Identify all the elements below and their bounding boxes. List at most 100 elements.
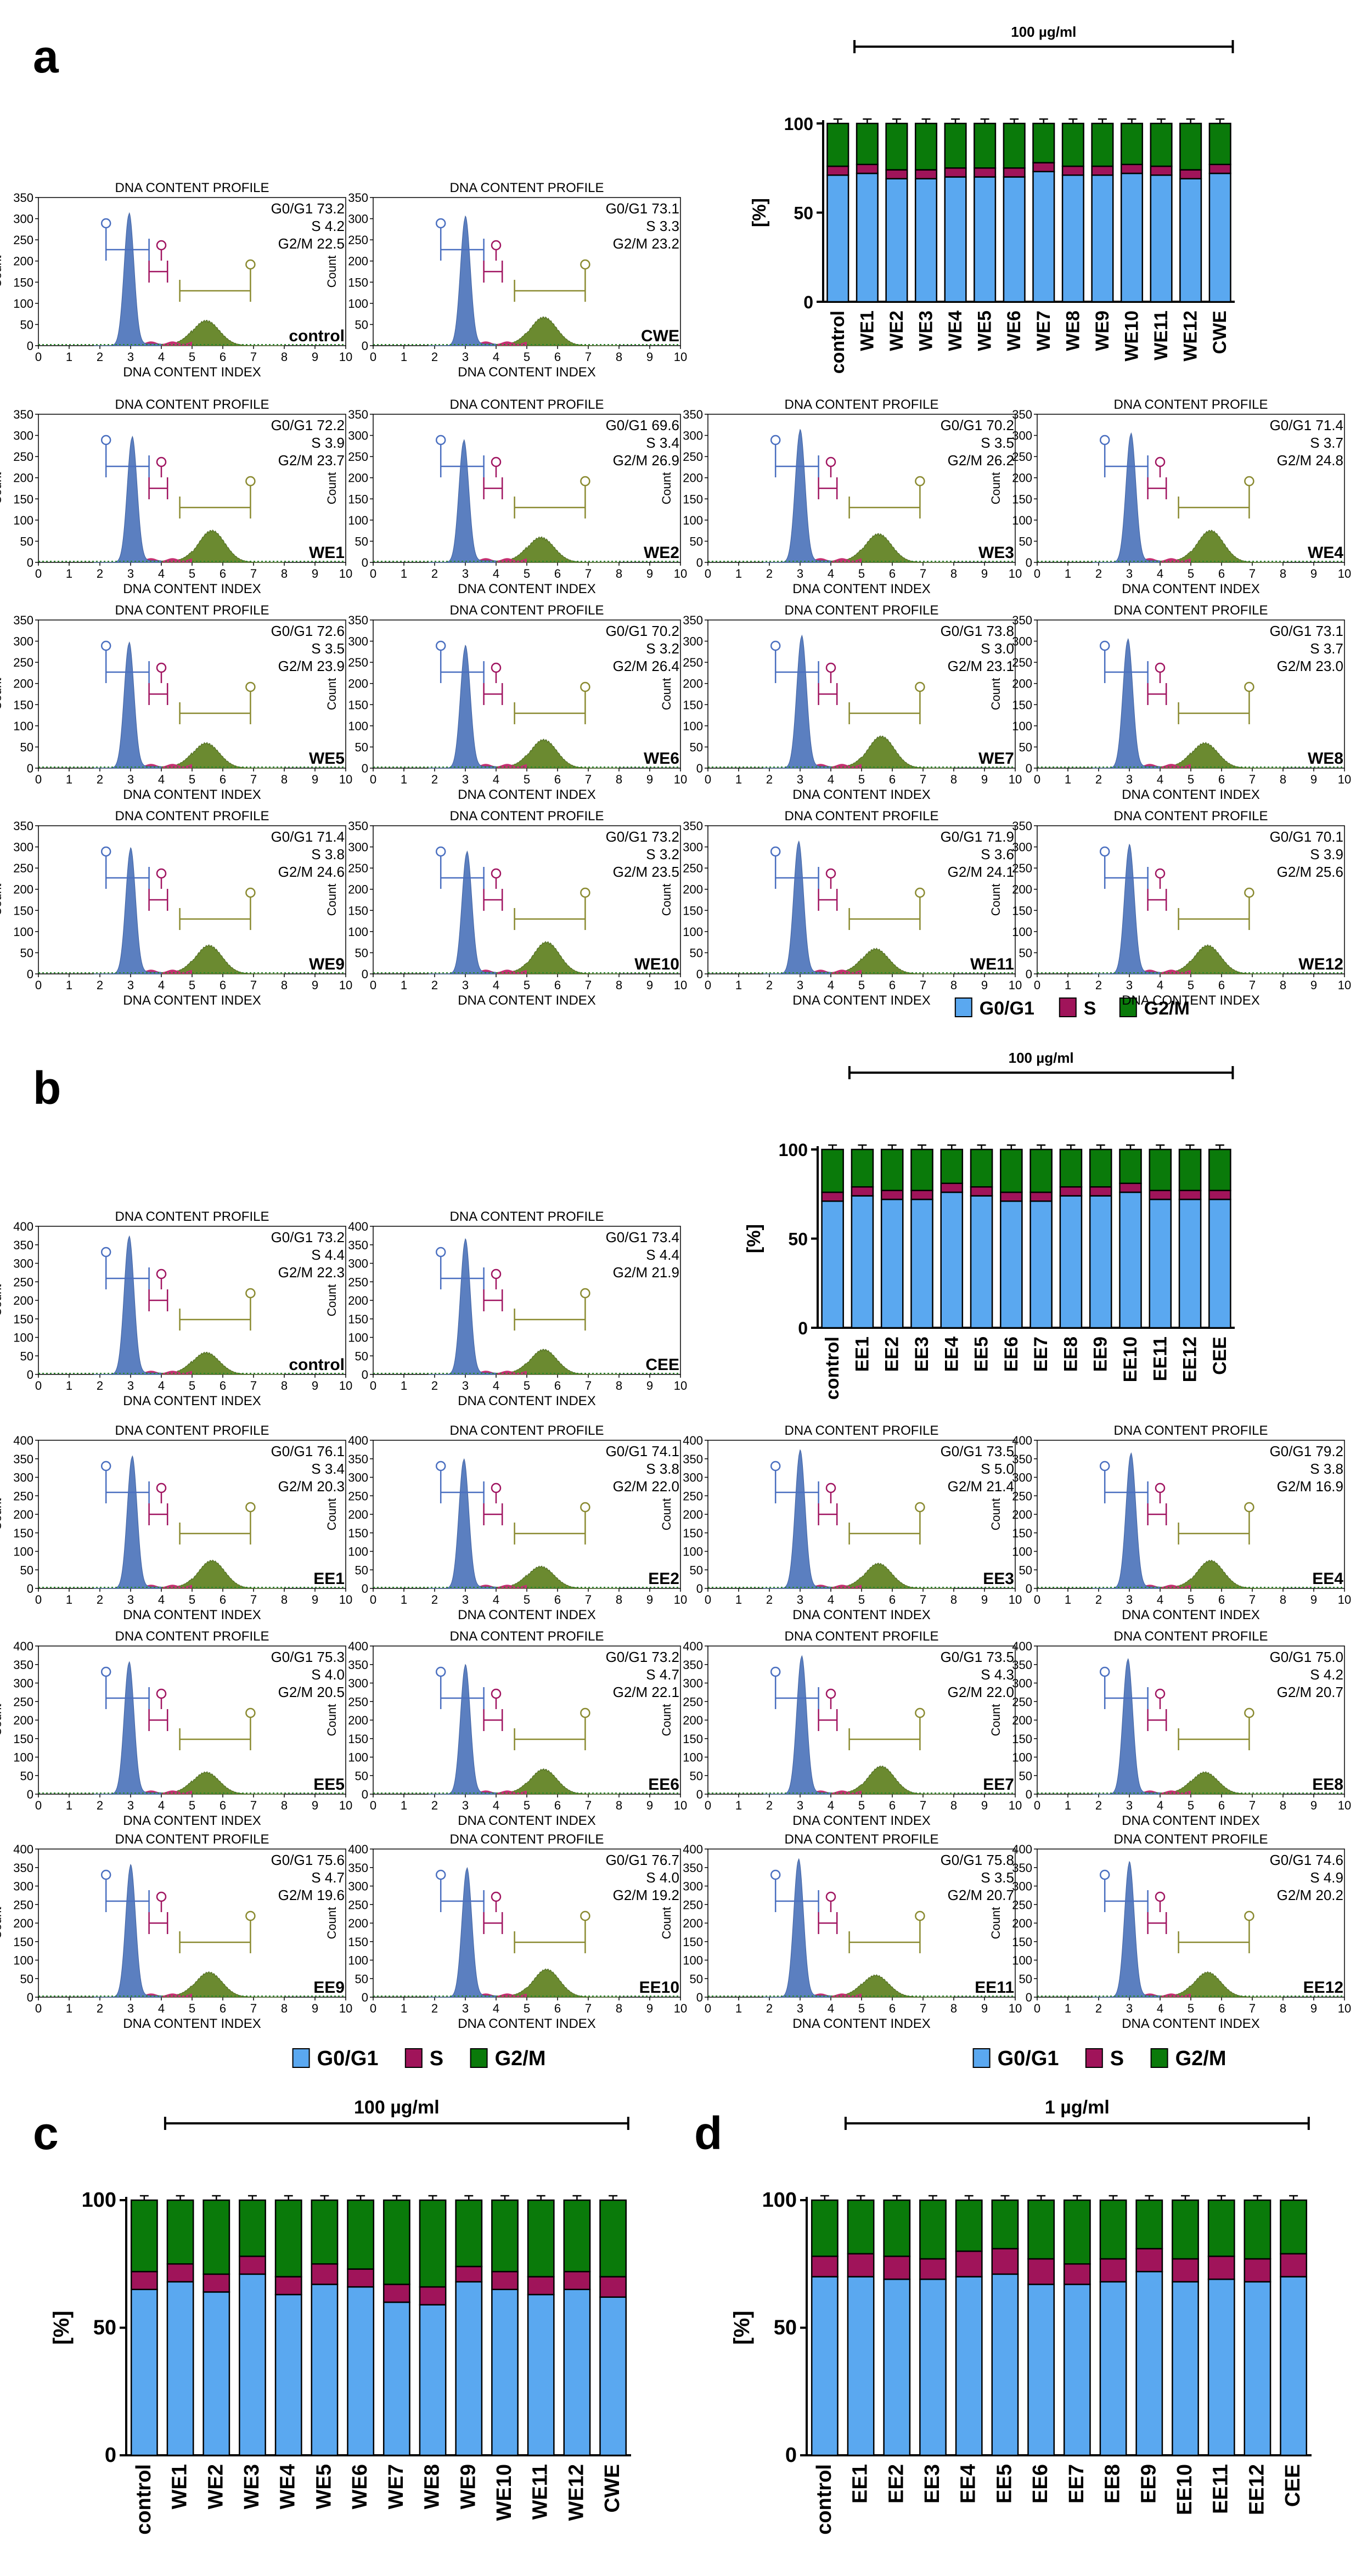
bar-a-WE1-S xyxy=(856,164,879,174)
histogram-y-tick: 300 xyxy=(348,841,368,854)
histogram-y-tick: 50 xyxy=(20,740,33,754)
s-gate xyxy=(483,1483,503,1525)
histogram-x-tick: 1 xyxy=(1065,567,1071,580)
bar-b-EE1-G2M xyxy=(851,1148,874,1188)
histogram-x-tick: 10 xyxy=(674,1799,687,1812)
histogram-x-label: DNA CONTENT INDEX xyxy=(458,993,596,1008)
bar-c-WE6-S xyxy=(347,2268,375,2288)
histogram-b-EE9: DNA CONTENT PROFILE 0 50 100 150 200 250 300 350… xyxy=(0,1832,357,2041)
histogram-x-tick: 2 xyxy=(431,567,438,580)
histogram-y-tick: 400 xyxy=(13,1220,33,1233)
bar-d-EE10-G0G1 xyxy=(1172,2281,1199,2456)
s-gate xyxy=(1147,662,1167,705)
bar-a-WE12-G2M xyxy=(1179,122,1202,171)
histogram-x-tick: 2 xyxy=(97,773,103,786)
histogram-x-tick: 0 xyxy=(1034,978,1040,992)
s-gate xyxy=(148,1269,168,1311)
stat-s: S 4.0 xyxy=(646,1869,679,1886)
histogram-y-tick: 0 xyxy=(1026,1582,1032,1596)
histogram-x-tick: 8 xyxy=(950,1593,957,1607)
histogram-y-tick: 300 xyxy=(683,429,703,443)
histogram-x-tick: 4 xyxy=(828,1799,834,1812)
histogram-x-tick: 1 xyxy=(401,2002,407,2015)
histogram-y-tick: 0 xyxy=(696,1788,703,1801)
histogram-y-tick: 250 xyxy=(1012,1695,1032,1709)
y-tick-label: 100 xyxy=(762,2189,797,2212)
bar-b-EE4-S xyxy=(940,1182,964,1193)
panel-label-d: d xyxy=(694,2107,723,2159)
histogram-y-tick: 150 xyxy=(348,904,368,917)
g0g1-peak xyxy=(763,1858,831,1998)
x-tick-label: EE11 xyxy=(1150,1337,1171,1381)
histogram-x-tick: 3 xyxy=(462,350,469,364)
histogram-x-tick: 6 xyxy=(889,2002,896,2015)
histogram-x-tick: 3 xyxy=(797,978,803,992)
g1-gate xyxy=(770,1666,819,1709)
histogram-y-tick: 300 xyxy=(13,1471,33,1485)
sample-label: WE1 xyxy=(308,544,345,562)
histogram-x-tick: 3 xyxy=(1126,978,1133,992)
histogram-x-tick: 4 xyxy=(158,1379,165,1393)
histogram-y-tick: 50 xyxy=(690,1769,703,1783)
histogram-y-tick: 350 xyxy=(683,408,703,421)
legend-label-g0g1: G0/G1 xyxy=(998,2047,1059,2070)
g2-gate xyxy=(848,476,925,518)
s-gate xyxy=(818,1891,838,1934)
bar-c-CWE-G0G1 xyxy=(599,2296,627,2456)
x-tick-label: WE1 xyxy=(857,311,877,351)
stat-s: S 3.9 xyxy=(1310,846,1343,863)
histogram-x-tick: 8 xyxy=(616,773,622,786)
bar-c-WE6-G2M xyxy=(347,2199,375,2270)
sample-label: WE6 xyxy=(643,749,679,768)
stat-g0g1: G0/G1 75.0 xyxy=(1269,1649,1343,1665)
histogram-y-label: Count xyxy=(0,1498,4,1531)
bar-c-WE11-G2M xyxy=(527,2199,555,2278)
histogram-y-tick: 350 xyxy=(1012,1452,1032,1466)
g2m-peak xyxy=(149,1971,285,1998)
histogram-y-tick: 100 xyxy=(348,297,368,311)
x-tick-label: WE9 xyxy=(457,2464,480,2509)
g2m-peak xyxy=(818,948,954,974)
histogram-a-CWE: DNA CONTENT PROFILE 0 50 100 150 200 250 300 350… xyxy=(318,181,691,390)
histogram-y-tick: 0 xyxy=(362,339,368,353)
histogram-x-tick: 7 xyxy=(920,1593,926,1607)
g0g1-peak xyxy=(93,847,162,974)
stat-g0g1: G0/G1 73.2 xyxy=(605,828,679,845)
g2m-peak xyxy=(149,742,284,769)
g2m-peak xyxy=(818,1974,954,1998)
bar-d-CEE-G2M xyxy=(1280,2199,1308,2254)
g2-gate xyxy=(848,1707,925,1750)
histogram-x-label: DNA CONTENT INDEX xyxy=(792,2016,931,2031)
histogram-x-tick: 5 xyxy=(189,567,195,580)
histogram-y-tick: 250 xyxy=(683,1898,703,1912)
bar-d-EE6-S xyxy=(1027,2258,1055,2285)
sample-label: WE12 xyxy=(1298,955,1343,973)
histogram-x-tick: 7 xyxy=(585,1593,592,1607)
histogram-x-tick: 10 xyxy=(1009,2002,1022,2015)
g1-gate xyxy=(770,640,819,683)
histogram-x-tick: 6 xyxy=(220,1593,226,1607)
histogram-x-tick: 6 xyxy=(1218,978,1225,992)
histogram-a-WE11: DNA CONTENT PROFILE 0 50 100 150 200 250 300 350… xyxy=(653,809,1026,1018)
g1-gate xyxy=(770,1461,819,1503)
histogram-x-tick: 9 xyxy=(1310,978,1317,992)
histogram-x-tick: 9 xyxy=(981,2002,988,2015)
histogram-x-tick: 4 xyxy=(1157,773,1163,786)
g2-gate xyxy=(848,1910,925,1953)
histogram-x-tick: 6 xyxy=(1218,1799,1225,1812)
histogram-x-tick: 9 xyxy=(312,773,318,786)
histogram-x-tick: 10 xyxy=(1338,1799,1351,1812)
histogram-x-tick: 9 xyxy=(1310,1593,1317,1607)
g2m-peak xyxy=(149,529,285,563)
x-tick-label: control xyxy=(813,2464,836,2535)
stat-s: S 4.7 xyxy=(311,1869,345,1886)
histogram-y-tick: 250 xyxy=(13,450,33,464)
histogram-b-EE7: DNA CONTENT PROFILE 0 50 100 150 200 250 300 350… xyxy=(653,1629,1026,1838)
stat-g0g1: G0/G1 71.4 xyxy=(271,828,345,845)
histogram-x-label: DNA CONTENT INDEX xyxy=(1122,787,1260,802)
histogram-y-tick: 0 xyxy=(27,1991,33,2004)
histogram-x-tick: 9 xyxy=(312,1593,318,1607)
histogram-y-tick: 50 xyxy=(20,946,33,960)
histogram-x-tick: 4 xyxy=(493,1593,499,1607)
histogram-y-tick: 100 xyxy=(1012,1545,1032,1559)
